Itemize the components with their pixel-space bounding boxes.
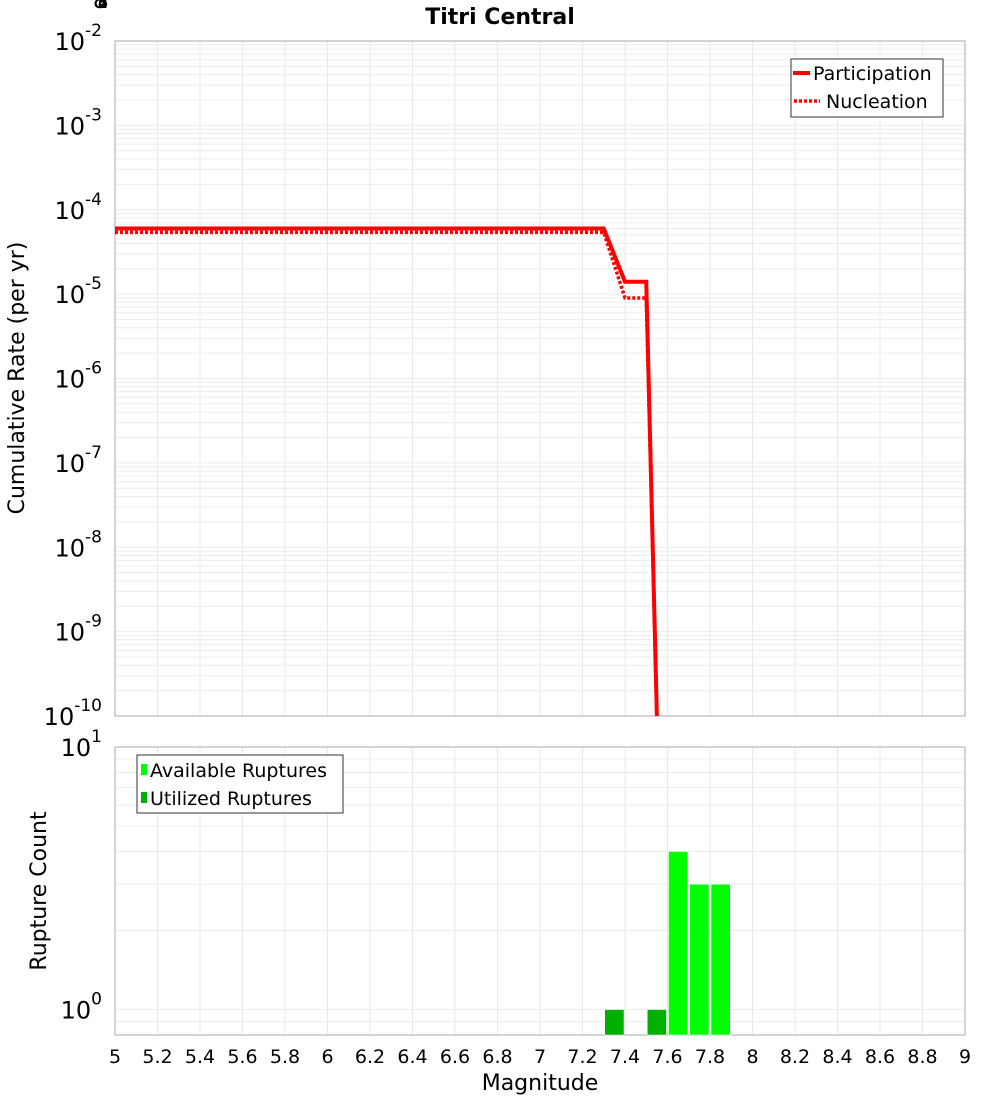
x-tick-label: 5.8	[270, 1046, 300, 1068]
x-tick-label: 5.2	[142, 1046, 172, 1068]
y-tick-label: 10-5	[55, 274, 103, 309]
y-tick-label: 8	[98, 0, 108, 12]
x-tick-label: 7.4	[610, 1046, 640, 1068]
x-tick-label: 5.6	[227, 1046, 257, 1068]
x-tick-label: 5	[109, 1046, 121, 1068]
top-plot-frame	[114, 40, 966, 717]
x-tick-label: 5.4	[185, 1046, 215, 1068]
x-tick-label: 6.2	[355, 1046, 385, 1068]
x-tick-label: 7.6	[652, 1046, 682, 1068]
y-tick-label: 10-7	[55, 443, 103, 478]
y-tick-label: 101	[61, 727, 102, 762]
x-tick-label: 6.6	[440, 1046, 470, 1068]
x-axis-ticks: 5 5.2 5.4 5.6 5.8 6 6.2 6.4 6.6 6.8 7 7.2 7.4 7.6 7.8 8…	[109, 1046, 971, 1068]
x-tick-label: 8.8	[907, 1046, 937, 1068]
rupture-bar	[647, 1009, 667, 1036]
rupture-bar	[668, 851, 688, 1036]
y-tick-label: 3	[98, 0, 108, 12]
nucleation-line	[115, 230, 659, 717]
x-tick-label: 7.2	[567, 1046, 597, 1068]
x-axis-label: Magnitude	[482, 1071, 599, 1096]
x-tick-label: 6	[321, 1046, 333, 1068]
top-y-axis-ticks: 10-2 10-3 10-4 10-5 10-6 10-7 10-8 10-9 10-10	[44, 21, 102, 731]
legend-participation: Participation	[813, 63, 932, 85]
x-tick-label: 7	[534, 1046, 546, 1068]
legend-utilized: Utilized Ruptures	[150, 788, 312, 810]
y-tick-label: 10-8	[55, 527, 103, 562]
rate-lines	[115, 226, 659, 717]
y-tick-label: 8	[93, 0, 107, 14]
utilized-legend-swatch	[141, 792, 147, 803]
top-gridlines	[114, 41, 966, 717]
participation-line	[115, 226, 659, 717]
x-tick-label: 7.8	[695, 1046, 725, 1068]
available-legend-swatch	[141, 764, 147, 775]
x-tick-label: 8.2	[780, 1046, 810, 1068]
y-tick-label: 10-9	[55, 612, 103, 647]
y-tick-label: 4	[98, 0, 108, 12]
y-tick-label: 10-6	[55, 359, 103, 394]
bottom-legend: Available Ruptures Utilized Ruptures	[136, 754, 344, 814]
rupture-bar	[710, 884, 731, 1036]
x-tick-label: 8	[746, 1046, 758, 1068]
x-tick-label: 6.8	[482, 1046, 512, 1068]
bottom-plot-frame	[114, 746, 966, 1036]
rupture-bar	[604, 1009, 625, 1036]
y-tick-label: 10-4	[55, 190, 103, 225]
rupture-bars	[604, 851, 731, 1036]
y-tick-label: 10-10	[44, 696, 102, 731]
x-tick-label: 6.4	[397, 1046, 427, 1068]
bottom-y-axis-label: Rupture Count	[27, 811, 52, 971]
x-tick-label: 8.4	[822, 1046, 852, 1068]
y-tick-label: 2	[98, 0, 108, 12]
top-y-axis-label: Cumulative Rate (per yr)	[5, 242, 30, 515]
chart-title: Titri Central	[425, 5, 575, 30]
legend-nucleation: Nucleation	[826, 91, 928, 113]
y-tick-label: 10-2	[55, 21, 103, 56]
rupture-bar	[689, 884, 710, 1036]
y-tick-label: 100	[61, 990, 102, 1025]
y-tick-label: 6	[98, 0, 108, 12]
x-tick-label: 8.6	[865, 1046, 895, 1068]
legend-available: Available Ruptures	[150, 760, 327, 782]
x-tick-label: 9	[959, 1046, 971, 1068]
y-tick-label: 10-3	[55, 105, 103, 140]
top-legend: Participation Nucleation	[790, 58, 944, 118]
